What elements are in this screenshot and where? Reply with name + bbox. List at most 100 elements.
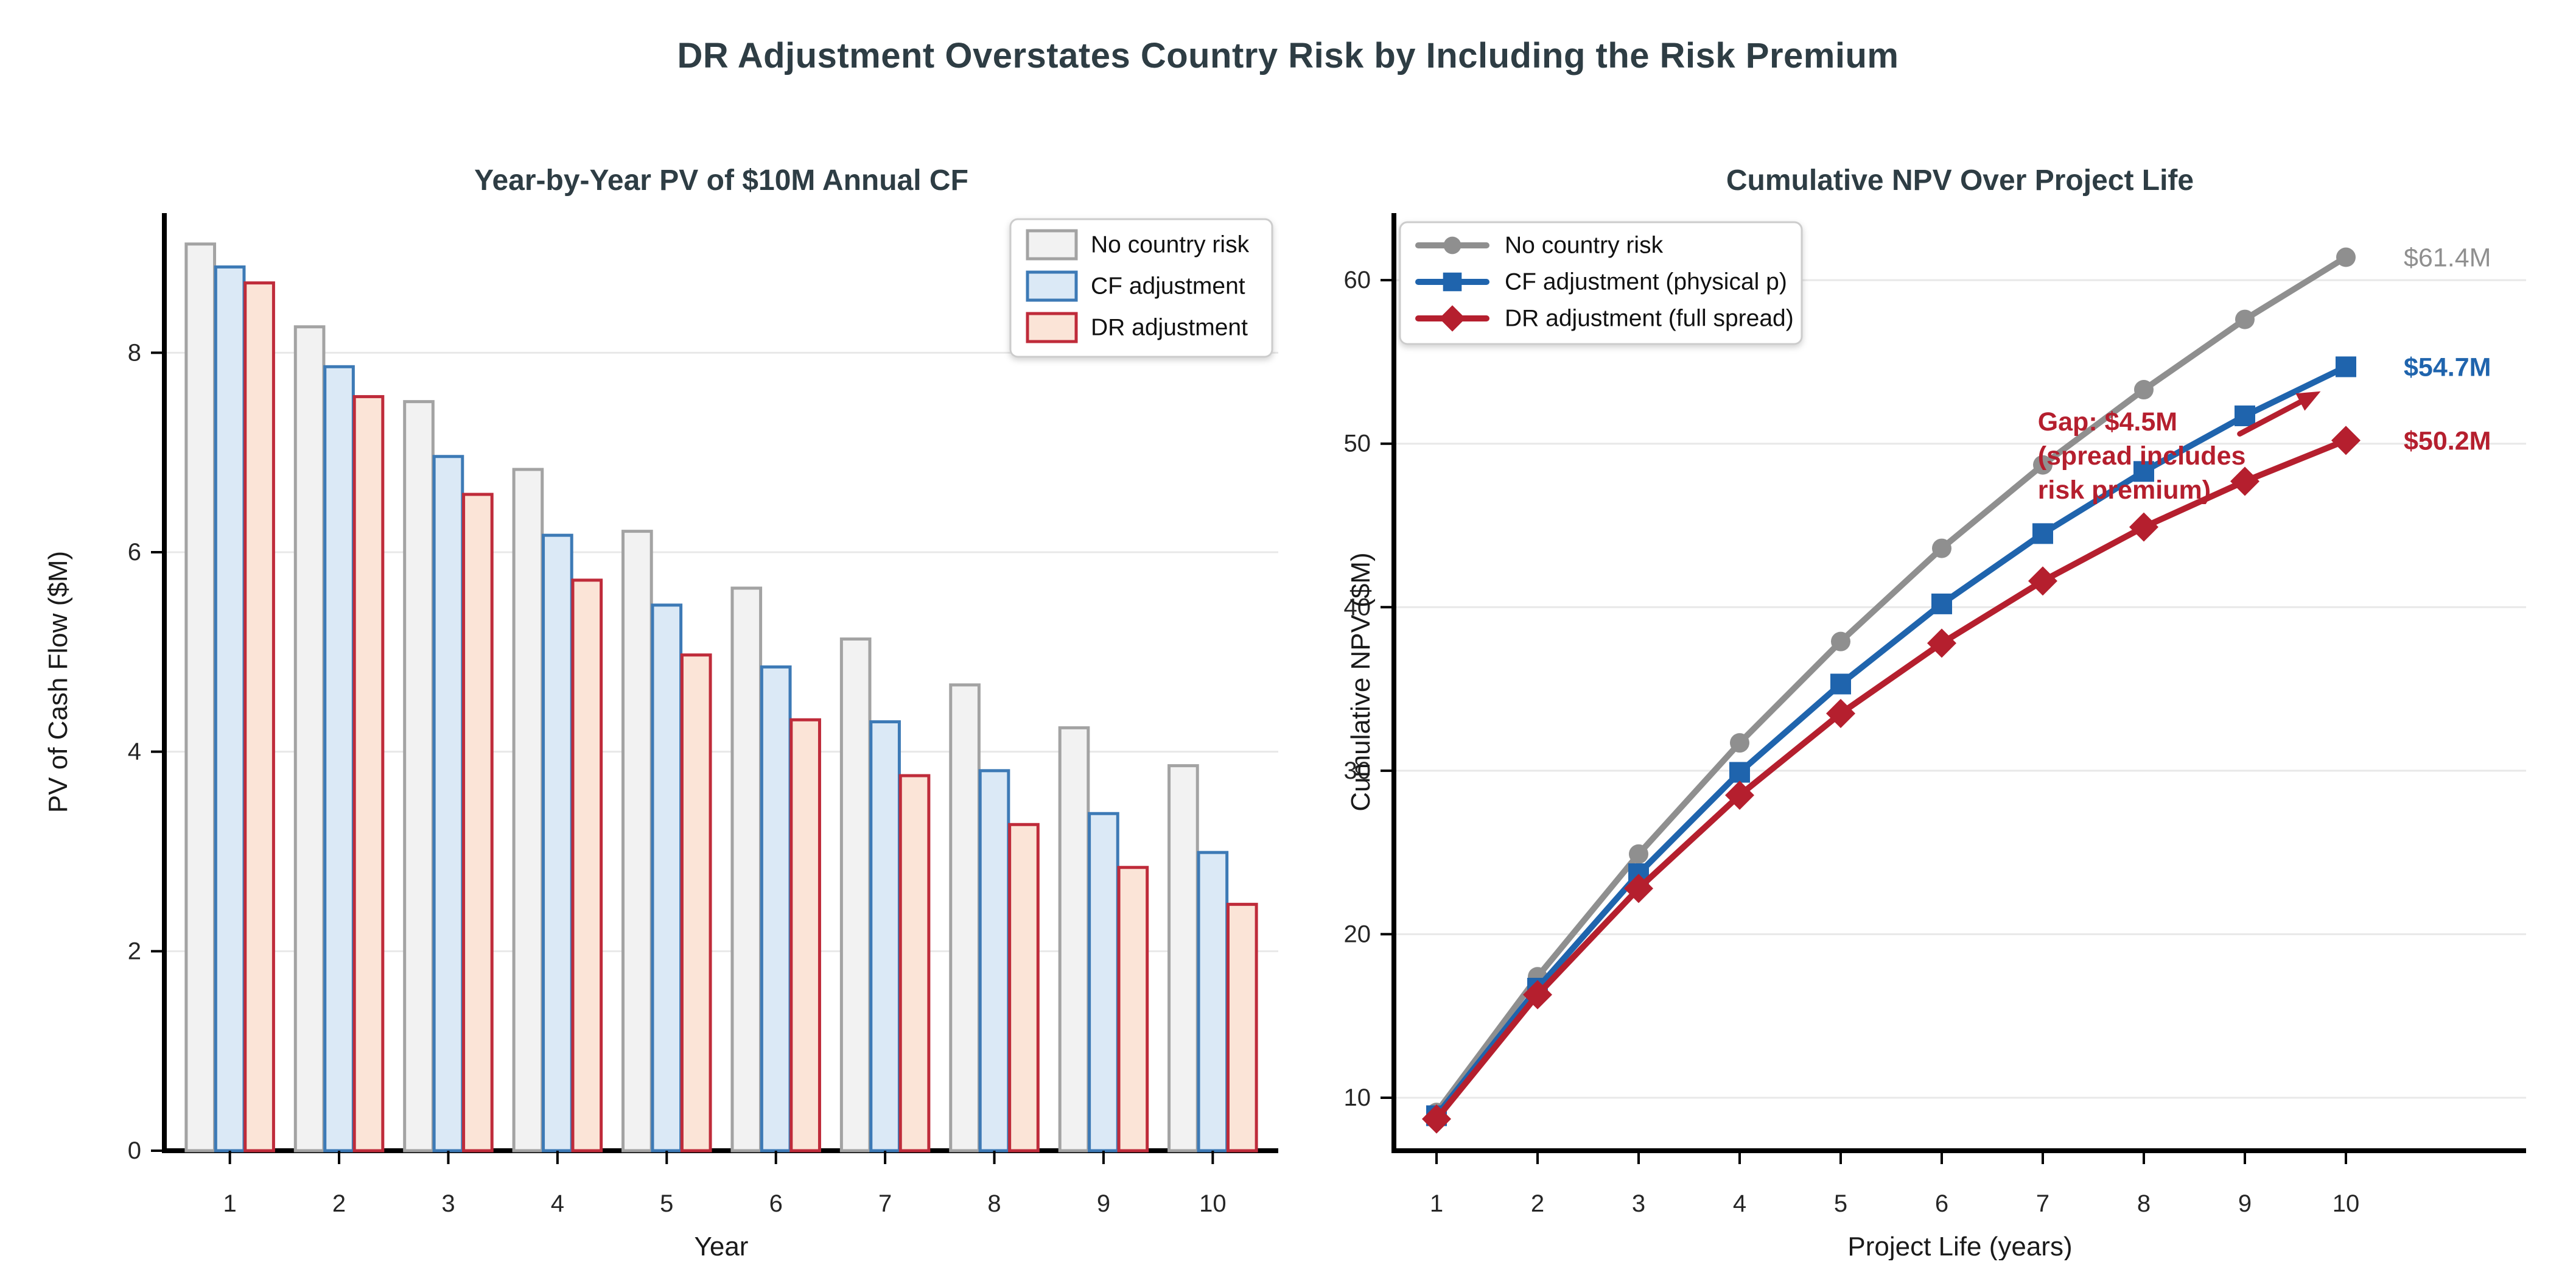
square-marker — [2336, 356, 2356, 377]
legend-label: DR adjustment (full spread) — [1505, 306, 1794, 332]
circle-marker — [2336, 247, 2356, 267]
bar-cf-adjustment-year-9 — [1088, 812, 1119, 1153]
x-tick-label: 6 — [769, 1190, 783, 1217]
bar-cf-adjustment-year-10 — [1197, 851, 1229, 1153]
x-tick-label: 3 — [1632, 1190, 1645, 1217]
y-tick-label: 40 — [1344, 594, 1371, 620]
y-tick-label: 8 — [128, 339, 141, 366]
chart-title: Year-by-Year PV of $10M Annual CF — [474, 164, 968, 197]
gap-arrow-head — [2295, 391, 2321, 411]
diamond-marker — [1725, 781, 1754, 810]
circle-marker — [1443, 236, 1461, 254]
x-tick-label: 10 — [1199, 1190, 1227, 1217]
gap-arrow-shaft — [2237, 398, 2306, 437]
diamond-marker — [1523, 980, 1552, 1009]
x-tick-label: 5 — [660, 1190, 673, 1217]
gap-annotation-line: (spread includes — [2038, 441, 2246, 471]
bar-cf-adjustment-year-8 — [978, 769, 1010, 1153]
square-marker — [2235, 405, 2255, 427]
legend-label: CF adjustment — [1091, 273, 1245, 300]
diamond-marker — [1826, 698, 1855, 728]
x-tick-label: 7 — [2036, 1190, 2049, 1217]
bar-no-country-risk-year-6 — [730, 586, 763, 1153]
x-tick-label: 9 — [2238, 1190, 2252, 1217]
bar-no-country-risk-year-5 — [621, 530, 653, 1153]
bar-dr-adjustment-year-3 — [462, 493, 494, 1153]
x-tick-label: 5 — [1834, 1190, 1847, 1217]
circle-marker — [1831, 631, 1850, 651]
diamond-marker — [2331, 426, 2361, 455]
bar-no-country-risk-year-7 — [839, 637, 872, 1153]
legend-swatch — [1026, 270, 1078, 302]
x-tick-label: 4 — [551, 1190, 564, 1217]
bar-cf-adjustment-year-2 — [323, 365, 355, 1153]
square-marker — [2133, 461, 2154, 482]
y-tick-label: 4 — [128, 739, 141, 765]
legend-label: No country risk — [1505, 233, 1664, 259]
bar-dr-adjustment-year-2 — [352, 395, 385, 1153]
pv-bar-chart-svg: 0 2 4 6 8 Year-by-Year PV of $10M Annual CF Ye… — [43, 164, 1278, 1262]
x-tick-label: 8 — [987, 1190, 1001, 1217]
npv-line-chart-svg: 10 20 30 40 50 60 Cumulative NPV Over Project … — [1344, 164, 2526, 1262]
y-axis-label: PV of Cash Flow ($M) — [43, 551, 73, 813]
x-tick-label: 1 — [223, 1190, 237, 1217]
y-tick-label: 50 — [1344, 430, 1371, 457]
legend-swatch — [1026, 312, 1078, 343]
square-marker — [1830, 673, 1851, 695]
diamond-marker — [2129, 512, 2158, 542]
bar-no-country-risk-year-8 — [949, 683, 981, 1153]
line-no-country-risk — [1433, 254, 2349, 1116]
x-axis-label: Project Life (years) — [1847, 1232, 2072, 1260]
legend-box — [1399, 221, 1803, 345]
bar-cf-adjustment-year-6 — [760, 665, 792, 1153]
x-tick-label: 4 — [1733, 1190, 1746, 1217]
bar-no-country-risk-year-1 — [184, 242, 217, 1153]
x-tick-label: 10 — [2333, 1190, 2360, 1217]
bar-no-country-risk-year-4 — [512, 468, 544, 1153]
legend-label: No country risk — [1091, 232, 1250, 258]
bar-cf-adjustment-year-3 — [432, 455, 464, 1153]
bar-cf-adjustment-year-5 — [651, 603, 683, 1153]
figure-title: DR Adjustment Overstates Country Risk by… — [677, 36, 1899, 75]
bar-dr-adjustment-year-4 — [571, 578, 603, 1153]
circle-marker — [2235, 309, 2255, 329]
bar-dr-adjustment-year-10 — [1226, 902, 1258, 1153]
x-tick-label: 8 — [2137, 1190, 2151, 1217]
legend-swatch — [1026, 229, 1078, 261]
y-tick-label: 6 — [128, 539, 141, 566]
gap-annotation-line: Gap: $4.5M — [2038, 407, 2177, 437]
y-tick-label: 0 — [128, 1137, 141, 1164]
square-marker — [2032, 523, 2053, 544]
bar-dr-adjustment-year-9 — [1117, 866, 1149, 1153]
x-tick-label: 6 — [1935, 1190, 1948, 1217]
y-tick-label: 2 — [128, 938, 141, 964]
bar-no-country-risk-year-2 — [293, 325, 326, 1153]
x-tick-label: 2 — [332, 1190, 346, 1217]
legend: No country risk CF adjustment (physical p… — [1399, 221, 1803, 345]
circle-marker — [1629, 844, 1648, 864]
bar-cf-adjustment-year-4 — [542, 533, 573, 1153]
y-tick-label: 10 — [1344, 1084, 1371, 1111]
diamond-marker — [1422, 1104, 1451, 1134]
series-end-label: $50.2M — [2404, 426, 2491, 455]
circle-marker — [1730, 733, 1749, 753]
x-tick-label: 1 — [1430, 1190, 1443, 1217]
y-tick-label: 30 — [1344, 757, 1371, 784]
chart-title: Cumulative NPV Over Project Life — [1726, 164, 2194, 197]
y-tick-label: 20 — [1344, 921, 1371, 947]
diamond-marker — [1624, 874, 1653, 904]
x-axis-label: Year — [695, 1232, 749, 1260]
bar-cf-adjustment-year-1 — [214, 265, 246, 1153]
bar-dr-adjustment-year-5 — [680, 653, 712, 1153]
bar-dr-adjustment-year-6 — [789, 718, 821, 1153]
line-cf-adjustment-physical-p- — [1433, 363, 2349, 1119]
bar-cf-adjustment-year-7 — [869, 720, 901, 1153]
legend-label: DR adjustment — [1091, 315, 1248, 341]
gap-annotation-line: risk premium) — [2038, 476, 2211, 505]
square-marker — [1443, 272, 1462, 292]
x-tick-label: 7 — [878, 1190, 892, 1217]
x-tick-label: 3 — [441, 1190, 455, 1217]
circle-marker — [2134, 380, 2154, 400]
series-end-label: $61.4M — [2404, 244, 2491, 273]
line-dr-adjustment-full-spread- — [1433, 437, 2349, 1122]
